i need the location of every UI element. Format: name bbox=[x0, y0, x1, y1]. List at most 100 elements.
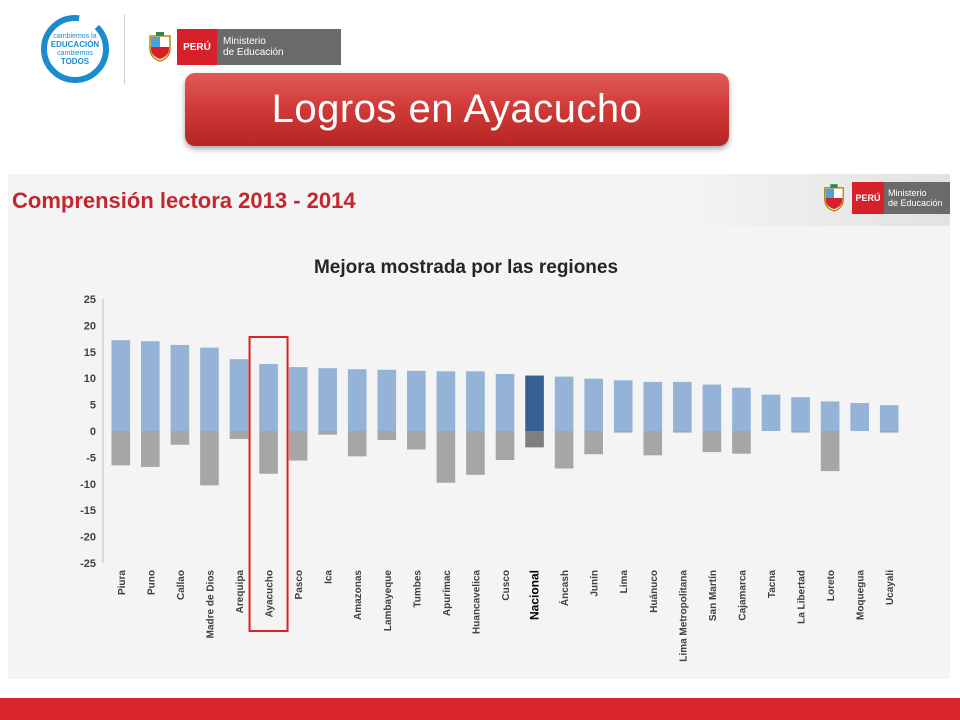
bar-negative-6 bbox=[288, 431, 308, 461]
category-label: La Libertad bbox=[797, 570, 808, 624]
chart-panel: Comprensión lectora 2013 - 2014 PERÚ Min… bbox=[8, 174, 950, 679]
category-label: Callao bbox=[176, 570, 187, 600]
bar-positive-10 bbox=[407, 370, 426, 431]
slide-title-banner: Logros en Ayacucho bbox=[185, 73, 729, 146]
bar-negative-26 bbox=[879, 431, 899, 433]
category-label: Piura bbox=[117, 570, 128, 595]
ministry-name: Ministerio de Educación bbox=[217, 29, 341, 65]
ministry-name-line1: Ministerio bbox=[223, 36, 266, 47]
panel-ministry-country: PERÚ bbox=[852, 182, 884, 214]
bar-negative-15 bbox=[554, 431, 574, 469]
category-label: Ayacucho bbox=[265, 570, 276, 617]
y-axis: 25 20 15 10 5 0 -5 -10 -15 -20 -25 bbox=[80, 294, 96, 570]
category-label: Cajamarca bbox=[737, 570, 748, 621]
y-tick-label: -10 bbox=[80, 479, 96, 491]
bar-negative-2 bbox=[170, 431, 190, 445]
category-label: Apurímac bbox=[442, 570, 453, 617]
bar-chart: Mejora mostrada por las regiones 25 20 15 1… bbox=[80, 257, 899, 662]
panel-header-band bbox=[8, 174, 950, 226]
category-label: Lambayeque bbox=[383, 570, 394, 632]
y-tick-label: 20 bbox=[84, 320, 96, 332]
bar-negative-16 bbox=[584, 431, 603, 455]
bar-negative-12 bbox=[466, 431, 485, 475]
bar-negative-8 bbox=[347, 431, 367, 457]
category-label: Tumbes bbox=[412, 570, 423, 608]
bar-positive-20 bbox=[702, 384, 722, 431]
category-label: Ucayali bbox=[885, 570, 896, 605]
campaign-logo-text-4: TODOS bbox=[61, 57, 90, 66]
bar-positive-25 bbox=[850, 403, 869, 431]
category-label: San Martín bbox=[708, 570, 719, 621]
bar-positive-6 bbox=[288, 367, 308, 431]
ministry-name-line2: de Educación bbox=[223, 47, 284, 58]
y-tick-label: -25 bbox=[80, 558, 96, 570]
ayacucho-highlight-box bbox=[248, 336, 289, 632]
panel-ministry-name: Ministerio de Educación bbox=[884, 182, 950, 214]
bar-positive-23 bbox=[791, 397, 810, 431]
y-tick-label: 10 bbox=[84, 373, 96, 385]
x-axis-labels: Piura Puno Callao Madre de Dios Arequipa Ayac… bbox=[117, 570, 896, 662]
bar-positive-9 bbox=[377, 369, 397, 431]
y-tick-label: -20 bbox=[80, 532, 96, 544]
category-label: Lima bbox=[619, 570, 630, 594]
bar-negative-9 bbox=[377, 431, 397, 440]
panel-ministry-name-line2: de Educación bbox=[888, 198, 943, 208]
bar-positive-21 bbox=[732, 387, 751, 431]
bar-positive-15 bbox=[554, 376, 574, 431]
bar-negative-18 bbox=[643, 431, 663, 456]
category-label: Loreto bbox=[826, 570, 837, 601]
bar-positive-13 bbox=[495, 373, 515, 431]
category-label: Áncash bbox=[558, 570, 571, 606]
bar-negative-0 bbox=[111, 431, 131, 466]
bar-negative-1 bbox=[141, 431, 160, 467]
bar-negative-3 bbox=[200, 431, 219, 486]
coat-of-arms-icon bbox=[143, 29, 177, 65]
y-tick-label: 15 bbox=[84, 347, 96, 359]
bar-negative-13 bbox=[495, 431, 515, 461]
bar-negative-4 bbox=[229, 431, 249, 439]
bar-positive-16 bbox=[584, 378, 603, 431]
ministry-logo: PERÚ Ministerio de Educación bbox=[143, 29, 341, 65]
category-label: Puno bbox=[146, 570, 157, 595]
category-label: Cusco bbox=[501, 570, 512, 601]
y-tick-label: 0 bbox=[90, 426, 96, 438]
panel-coat-of-arms-icon bbox=[816, 182, 852, 214]
bar-positive-24 bbox=[820, 401, 840, 431]
campaign-logo: cambiemos la EDUCACIÓN cambiemos TODOS bbox=[38, 14, 112, 84]
y-tick-label: 25 bbox=[84, 294, 96, 306]
bar-negative-11 bbox=[436, 431, 456, 483]
bar-negative-21 bbox=[732, 431, 751, 454]
bar-negative-24 bbox=[820, 431, 840, 472]
category-label: Madre de Dios bbox=[205, 570, 216, 639]
bar-negative-20 bbox=[702, 431, 722, 453]
campaign-logo-text-2: EDUCACIÓN bbox=[51, 40, 100, 49]
campaign-logo-text-3: cambiemos bbox=[57, 50, 93, 57]
bar-positive-17 bbox=[613, 380, 633, 431]
bar-positive-11 bbox=[436, 371, 456, 431]
bar-positive-1 bbox=[141, 341, 160, 431]
panel-title: Comprensión lectora 2013 - 2014 bbox=[12, 188, 356, 213]
bar-negative-23 bbox=[791, 431, 810, 433]
bar-negative-19 bbox=[673, 431, 692, 433]
bar-negative-14 bbox=[525, 431, 544, 448]
bar-positive-19 bbox=[673, 381, 692, 431]
bar-positive-0 bbox=[111, 340, 131, 431]
ministry-country: PERÚ bbox=[177, 29, 217, 65]
category-label: Ica bbox=[324, 570, 335, 584]
category-label: Arequipa bbox=[235, 570, 246, 614]
y-tick-label: -5 bbox=[86, 452, 96, 464]
bar-positive-4 bbox=[229, 359, 249, 431]
panel-ministry-name-line1: Ministerio bbox=[888, 188, 927, 198]
campaign-logo-text-1: cambiemos la bbox=[53, 33, 96, 40]
bar-positive-8 bbox=[347, 369, 367, 431]
bar-positive-26 bbox=[879, 405, 899, 431]
y-tick-label: 5 bbox=[90, 400, 96, 412]
bar-positive-18 bbox=[643, 381, 663, 431]
footer-bar bbox=[0, 698, 960, 720]
bar-positive-22 bbox=[761, 394, 781, 431]
category-label: Huánuco bbox=[649, 570, 660, 613]
bar-negative-10 bbox=[407, 431, 426, 450]
y-tick-label: -15 bbox=[80, 505, 96, 517]
slide-title: Logros en Ayacucho bbox=[271, 87, 643, 131]
bar-positive-5 bbox=[259, 363, 278, 431]
